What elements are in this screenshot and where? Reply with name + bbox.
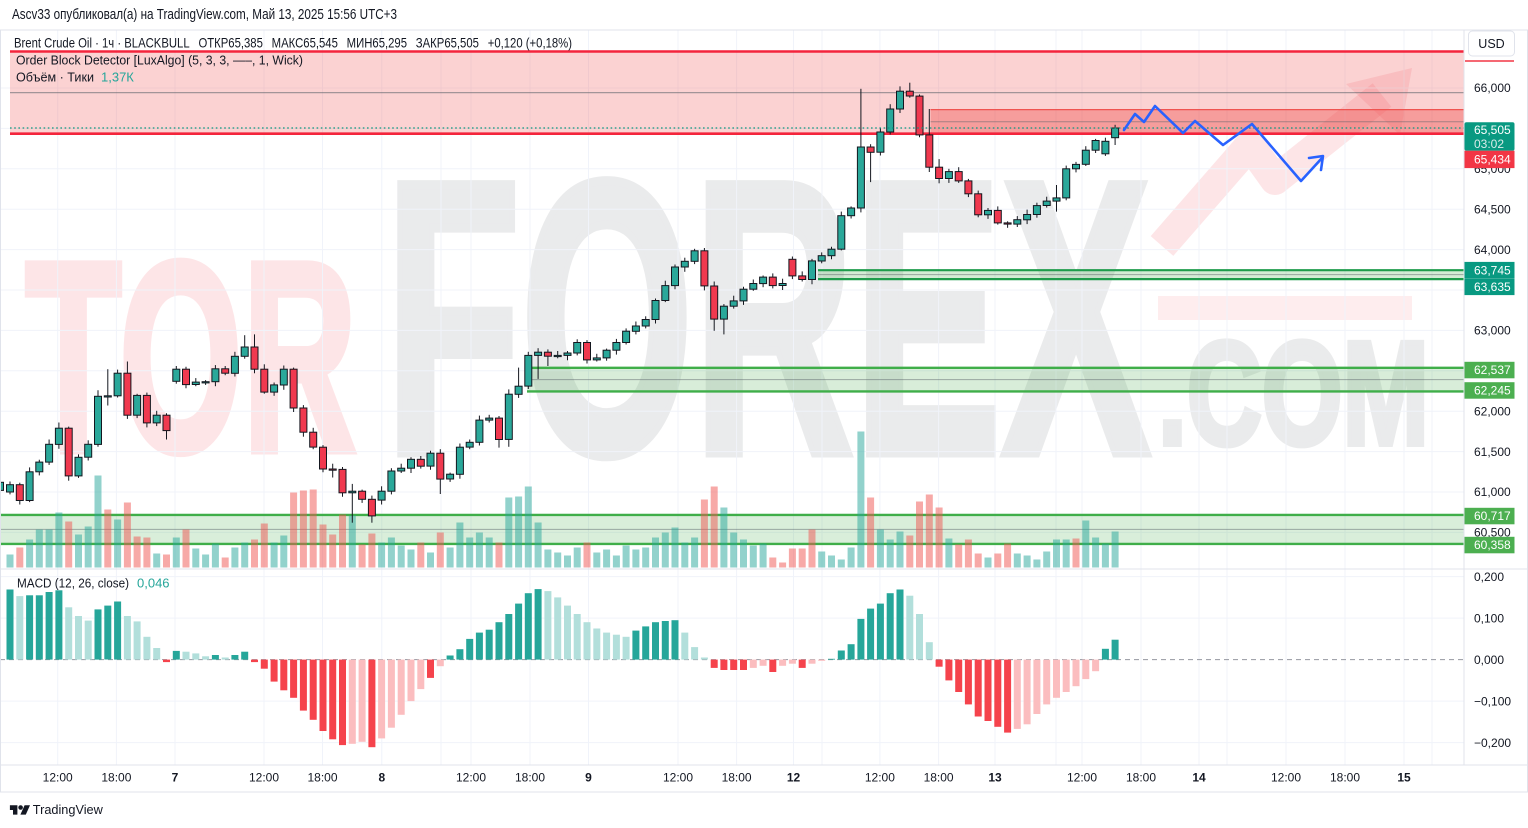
svg-text:18:00: 18:00 (924, 771, 954, 785)
svg-text:0,000: 0,000 (1474, 653, 1504, 667)
svg-text:18:00: 18:00 (722, 771, 752, 785)
svg-text:13: 13 (988, 771, 1002, 785)
svg-text:0,200: 0,200 (1474, 570, 1504, 584)
svg-text:63,635: 63,635 (1474, 280, 1511, 294)
svg-text:15: 15 (1397, 771, 1411, 785)
svg-text:MACD (12, 26, close): MACD (12, 26, close) (17, 576, 129, 591)
svg-text:62,537: 62,537 (1474, 363, 1511, 377)
svg-text:FOREX: FOREX (385, 100, 1151, 536)
svg-text:TradingView: TradingView (33, 802, 104, 817)
svg-text:18:00: 18:00 (1126, 771, 1156, 785)
svg-text:Order Block Detector [LuxAlgo]: Order Block Detector [LuxAlgo] (5, 3, 3,… (16, 53, 303, 68)
svg-text:12: 12 (787, 771, 801, 785)
svg-text:−0,200: −0,200 (1474, 736, 1511, 750)
svg-text:60,717: 60,717 (1474, 509, 1511, 523)
svg-text:64,500: 64,500 (1474, 202, 1511, 216)
svg-text:03:02: 03:02 (1474, 137, 1504, 151)
svg-text:60,500: 60,500 (1474, 526, 1511, 540)
svg-text:66,000: 66,000 (1474, 81, 1511, 95)
svg-text:63,745: 63,745 (1474, 263, 1511, 277)
svg-text:14: 14 (1192, 771, 1206, 785)
svg-text:12:00: 12:00 (43, 771, 73, 785)
svg-text:18:00: 18:00 (1330, 771, 1360, 785)
svg-text:USD: USD (1478, 37, 1504, 51)
svg-text:Ascv33 опубликовал(а) на Tradi: Ascv33 опубликовал(а) на TradingView.com… (12, 7, 397, 23)
svg-text:12:00: 12:00 (249, 771, 279, 785)
svg-text:12:00: 12:00 (663, 771, 693, 785)
svg-text:9: 9 (585, 771, 592, 785)
svg-text:12:00: 12:00 (456, 771, 486, 785)
svg-text:18:00: 18:00 (515, 771, 545, 785)
svg-text:61,500: 61,500 (1474, 445, 1511, 459)
svg-text:.COM: .COM (1158, 312, 1429, 476)
svg-text:18:00: 18:00 (101, 771, 131, 785)
svg-text:60,358: 60,358 (1474, 538, 1511, 552)
svg-text:62,245: 62,245 (1474, 384, 1511, 398)
svg-text:−0,100: −0,100 (1474, 694, 1511, 708)
svg-text:61,000: 61,000 (1474, 485, 1511, 499)
svg-text:0,046: 0,046 (137, 576, 170, 591)
svg-text:12:00: 12:00 (1271, 771, 1301, 785)
svg-text:63,000: 63,000 (1474, 324, 1511, 338)
svg-text:1,37К: 1,37К (101, 70, 134, 85)
svg-text:8: 8 (378, 771, 385, 785)
svg-text:64,000: 64,000 (1474, 243, 1511, 257)
svg-text:7: 7 (172, 771, 179, 785)
svg-text:Brent Crude Oil · 1ч · BLACKBU: Brent Crude Oil · 1ч · BLACKBULL ОТКР65,… (14, 35, 572, 51)
svg-text:65,505: 65,505 (1474, 123, 1511, 137)
svg-text:0,100: 0,100 (1474, 611, 1504, 625)
svg-text:65,434: 65,434 (1474, 153, 1511, 167)
svg-text:12:00: 12:00 (1067, 771, 1097, 785)
svg-text:18:00: 18:00 (307, 771, 337, 785)
svg-text:12:00: 12:00 (865, 771, 895, 785)
svg-text:62,000: 62,000 (1474, 404, 1511, 418)
svg-text:Объём · Тики: Объём · Тики (16, 70, 94, 85)
